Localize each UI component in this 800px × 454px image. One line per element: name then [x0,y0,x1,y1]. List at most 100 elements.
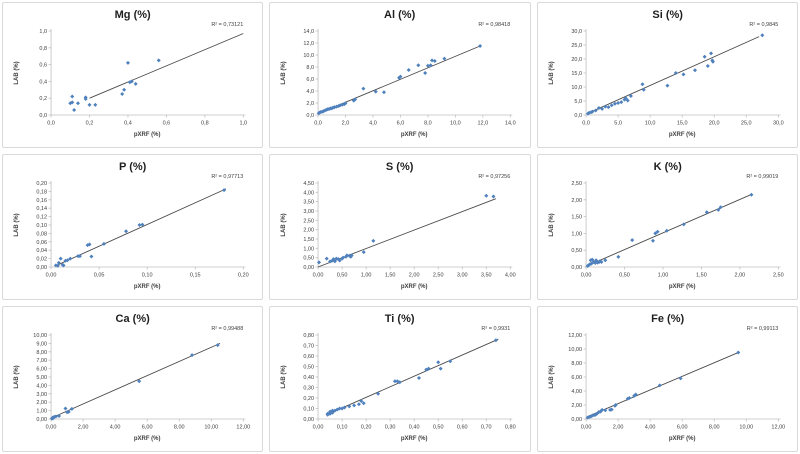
data-point [602,408,607,413]
data-point [631,393,636,398]
data-point [343,101,348,106]
x-tick-label: 12,0 [478,121,489,127]
y-tick-label: 1,50 [304,237,315,243]
data-point [478,44,483,48]
y-tick-label: 20,0 [571,57,582,63]
data-point [735,350,740,355]
chart-title: K (%) [653,161,681,173]
chart-svg-al: Al (%) R² = 0,98418 0,0 2,0 4,0 6,0 8,0 10,0 12,… [281,9,516,138]
y-tick-label: 3,00 [36,392,47,398]
x-tick-label: 1,00 [361,273,372,279]
data-point [61,263,66,268]
chart-panel-p: P (%) R² = 0,97713 0,00 0,05 0,10 0,15 0,20 0,0… [2,154,264,300]
chart-svg-k: K (%) R² = 0,99019 0,00 0,50 1,00 1,50 2,00 2,5… [549,161,784,290]
r-squared-label: R² = 0,97713 [211,174,243,180]
r-squared-label: R² = 0,73121 [211,22,243,28]
y-tick-label: 4,50 [304,181,315,187]
data-point [592,260,597,265]
y-tick-label: 6,00 [36,367,47,373]
x-tick-label: 3,00 [457,273,468,279]
y-tick-label: 0,0 [307,113,315,119]
chart-panel-al: Al (%) R² = 0,98418 0,0 2,0 4,0 6,0 8,0 10,0 12,… [269,2,531,148]
y-tick-label: 0,6 [39,63,47,69]
data-point [709,58,714,63]
data-point [612,101,617,106]
data-point [70,94,75,99]
data-point [395,379,400,384]
y-tick-label: 0,00 [36,417,47,423]
data-point [352,403,357,408]
chart-title: Fe (%) [651,313,684,325]
chart-title: Ca (%) [116,313,151,325]
data-point [68,256,73,261]
data-point [72,107,77,112]
chart-svg-s: S (%) R² = 0,97256 0,00 0,50 1,00 1,50 2,00 2,5… [281,161,516,290]
x-tick-label: 8,0 [424,121,432,127]
y-tick-label: 3,50 [304,200,315,206]
y-tick-label: 2,00 [36,400,47,406]
x-tick-label: 14,0 [505,121,516,127]
y-tick-label: 3,00 [304,209,315,215]
trend-line [56,188,227,266]
x-tick-label: 1,50 [385,273,396,279]
y-tick-label: 6,0 [307,77,315,83]
x-tick-label: 0,50 [433,425,444,431]
y-tick-label: 5,0 [574,99,582,105]
x-axis-title: pXRF (%) [401,132,428,138]
data-point [101,241,106,246]
y-axis-title: LAB (%) [281,365,287,388]
y-tick-label: 0,50 [304,256,315,262]
data-point [494,338,499,343]
x-tick-label: 6,00 [142,425,153,431]
chart-panel-k: K (%) R² = 0,99019 0,00 0,50 1,00 1,50 2,00 2,5… [536,154,798,300]
r-squared-label: R² = 0,99488 [211,326,243,332]
trend-line [587,351,739,417]
data-point [625,98,630,103]
data-point [599,407,604,412]
y-tick-label: 0,00 [571,417,582,423]
x-tick-label: 0,20 [361,425,372,431]
x-tick-label: 10,00 [204,425,218,431]
data-point [448,359,453,364]
x-tick-label: 0,00 [313,425,324,431]
y-tick-label: 0,20 [304,396,315,402]
data-point [190,353,195,358]
data-point [75,101,80,106]
chart-title: Al (%) [384,9,416,21]
data-point [93,102,98,107]
y-tick-label: 1,00 [571,231,582,237]
chart-title: Ti (%) [385,313,415,325]
y-tick-label: 14,0 [304,29,315,35]
data-point [622,97,627,102]
data-point [633,392,638,397]
x-tick-label: 30,0 [773,121,784,127]
data-point [371,238,376,243]
data-point [609,407,614,412]
data-point [57,414,62,419]
y-tick-label: 0,00 [304,265,315,271]
y-tick-label: 7,00 [36,358,47,364]
data-point [593,108,598,113]
data-point [423,71,428,75]
data-point [426,63,431,68]
data-point [325,256,330,261]
data-point [681,222,686,227]
data-point [426,366,431,371]
y-axis-title: LAB (%) [281,61,287,84]
y-tick-label: 2,00 [571,403,582,409]
data-point [606,105,611,110]
y-tick-label: 0,00 [304,417,315,423]
chart-title: P (%) [119,161,147,173]
data-point [673,71,678,75]
data-point [55,263,60,268]
data-point [345,253,350,258]
data-point [596,106,601,110]
x-tick-label: 3,50 [481,273,492,279]
data-point [650,238,655,243]
x-tick-label: 0,05 [94,273,105,279]
x-tick-label: 10,00 [739,425,753,431]
data-point [692,68,697,73]
y-tick-label: 0,30 [304,386,315,392]
y-tick-label: 0,00 [571,265,582,271]
y-tick-label: 30,0 [571,29,582,35]
